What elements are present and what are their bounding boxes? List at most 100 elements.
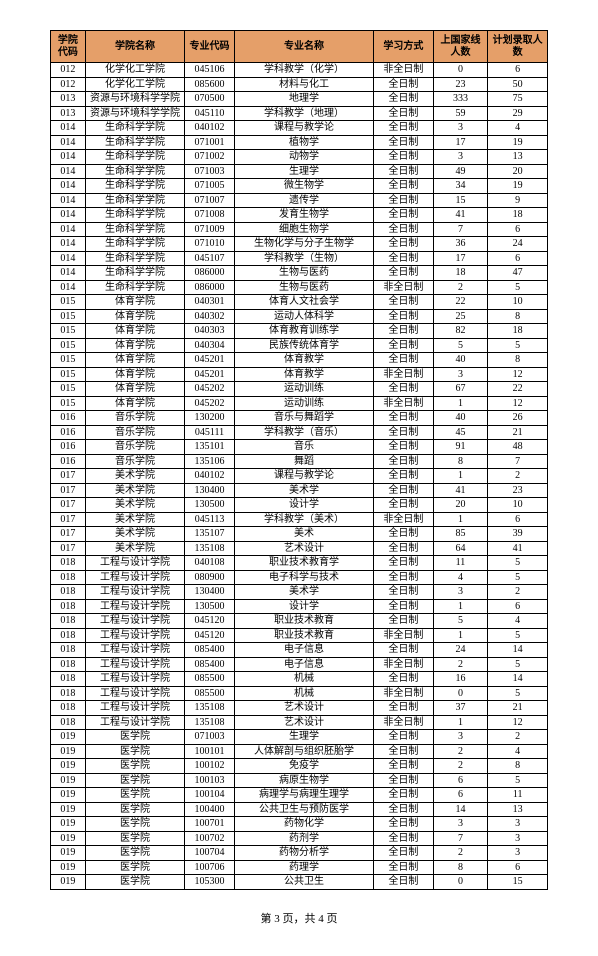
table-cell: 工程与设计学院 <box>85 556 184 571</box>
table-cell: 14 <box>488 643 548 658</box>
table-cell: 病理学与病理生理学 <box>234 788 373 803</box>
table-cell: 012 <box>51 77 86 92</box>
table-cell: 13 <box>488 150 548 165</box>
table-row: 015体育学院040304民族传统体育学全日制55 <box>51 338 548 353</box>
table-cell: 音乐学院 <box>85 454 184 469</box>
table-row: 014生命科学学院045107学科教学（生物）全日制176 <box>51 251 548 266</box>
table-cell: 音乐学院 <box>85 411 184 426</box>
table-cell: 015 <box>51 338 86 353</box>
table-cell: 体育学院 <box>85 396 184 411</box>
table-cell: 014 <box>51 193 86 208</box>
table-row: 016音乐学院130200音乐与舞蹈学全日制4026 <box>51 411 548 426</box>
table-cell: 018 <box>51 643 86 658</box>
table-row: 015体育学院045202运动训练全日制6722 <box>51 382 548 397</box>
table-cell: 18 <box>488 208 548 223</box>
table-cell: 019 <box>51 860 86 875</box>
table-cell: 医学院 <box>85 744 184 759</box>
table-cell: 130500 <box>185 498 235 513</box>
table-cell: 018 <box>51 701 86 716</box>
table-cell: 全日制 <box>374 846 434 861</box>
table-cell: 91 <box>433 440 488 455</box>
table-cell: 全日制 <box>374 251 434 266</box>
table-cell: 29 <box>488 106 548 121</box>
table-cell: 全日制 <box>374 266 434 281</box>
table-row: 017美术学院130400美术学全日制4123 <box>51 483 548 498</box>
table-cell: 16 <box>433 672 488 687</box>
table-cell: 50 <box>488 77 548 92</box>
table-cell: 生物化学与分子生物学 <box>234 237 373 252</box>
table-cell: 音乐 <box>234 440 373 455</box>
table-cell: 全日制 <box>374 672 434 687</box>
table-cell: 1 <box>433 599 488 614</box>
table-cell: 动物学 <box>234 150 373 165</box>
table-cell: 植物学 <box>234 135 373 150</box>
table-row: 016音乐学院135106舞蹈全日制87 <box>51 454 548 469</box>
table-cell: 2 <box>433 280 488 295</box>
col-plan-count: 计划录取人数 <box>488 31 548 63</box>
table-cell: 019 <box>51 788 86 803</box>
col-school-code: 学院代码 <box>51 31 86 63</box>
table-cell: 电子信息 <box>234 643 373 658</box>
col-major-name: 专业名称 <box>234 31 373 63</box>
page-footer: 第 3 页，共 4 页 <box>50 910 548 926</box>
table-cell: 工程与设计学院 <box>85 657 184 672</box>
table-cell: 学科教学（生物） <box>234 251 373 266</box>
table-row: 019医学院100701药物化学全日制33 <box>51 817 548 832</box>
table-cell: 美术学院 <box>85 527 184 542</box>
table-cell: 82 <box>433 324 488 339</box>
table-cell: 015 <box>51 309 86 324</box>
table-cell: 医学院 <box>85 773 184 788</box>
table-cell: 医学院 <box>85 875 184 890</box>
table-cell: 045107 <box>185 251 235 266</box>
table-cell: 6 <box>488 860 548 875</box>
table-cell: 019 <box>51 831 86 846</box>
table-cell: 20 <box>488 164 548 179</box>
table-cell: 全日制 <box>374 425 434 440</box>
table-cell: 3 <box>433 367 488 382</box>
table-cell: 生命科学学院 <box>85 280 184 295</box>
table-cell: 040102 <box>185 121 235 136</box>
table-cell: 全日制 <box>374 92 434 107</box>
table-cell: 34 <box>433 179 488 194</box>
table-cell: 40 <box>433 411 488 426</box>
table-cell: 75 <box>488 92 548 107</box>
table-cell: 47 <box>488 266 548 281</box>
table-cell: 美术学院 <box>85 469 184 484</box>
table-cell: 药物分析学 <box>234 846 373 861</box>
table-cell: 040108 <box>185 556 235 571</box>
table-cell: 3 <box>433 585 488 600</box>
table-cell: 体育学院 <box>85 324 184 339</box>
table-cell: 2 <box>488 469 548 484</box>
table-cell: 018 <box>51 628 86 643</box>
table-cell: 医学院 <box>85 817 184 832</box>
table-cell: 全日制 <box>374 353 434 368</box>
table-cell: 012 <box>51 63 86 78</box>
table-cell: 工程与设计学院 <box>85 701 184 716</box>
table-row: 013资源与环境科学学院070500地理学全日制33375 <box>51 92 548 107</box>
header-row: 学院代码 学院名称 专业代码 专业名称 学习方式 上国家线人数 计划录取人数 <box>51 31 548 63</box>
table-cell: 全日制 <box>374 222 434 237</box>
table-cell: 045111 <box>185 425 235 440</box>
table-cell: 体育人文社会学 <box>234 295 373 310</box>
table-cell: 音乐学院 <box>85 425 184 440</box>
table-row: 015体育学院040302运动人体科学全日制258 <box>51 309 548 324</box>
table-cell: 生命科学学院 <box>85 150 184 165</box>
table-cell: 11 <box>488 788 548 803</box>
table-row: 017美术学院040102课程与教学论全日制12 <box>51 469 548 484</box>
table-cell: 071003 <box>185 730 235 745</box>
table-cell: 10 <box>488 295 548 310</box>
table-row: 019医学院071003生理学全日制32 <box>51 730 548 745</box>
table-row: 016音乐学院045111学科教学（音乐）全日制4521 <box>51 425 548 440</box>
table-cell: 工程与设计学院 <box>85 672 184 687</box>
table-cell: 41 <box>433 483 488 498</box>
table-cell: 5 <box>433 338 488 353</box>
table-cell: 全日制 <box>374 179 434 194</box>
table-cell: 100706 <box>185 860 235 875</box>
table-cell: 67 <box>433 382 488 397</box>
table-cell: 体育学院 <box>85 353 184 368</box>
table-cell: 全日制 <box>374 831 434 846</box>
table-row: 014生命科学学院071005微生物学全日制3419 <box>51 179 548 194</box>
table-cell: 全日制 <box>374 556 434 571</box>
table-cell: 学科教学（地理） <box>234 106 373 121</box>
table-cell: 080900 <box>185 570 235 585</box>
